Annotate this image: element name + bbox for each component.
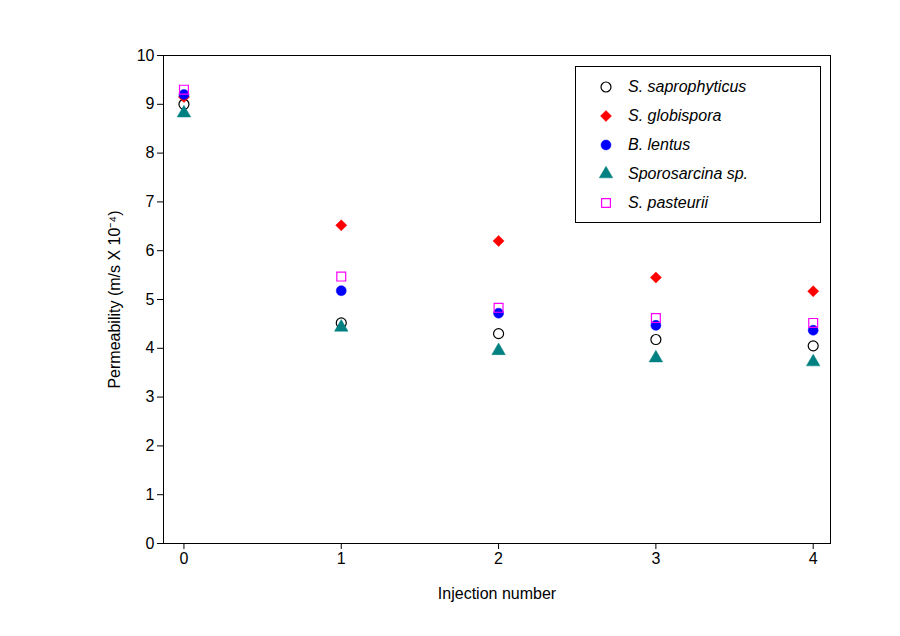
svg-text:7: 7: [146, 193, 155, 210]
html-text:S. globispora: S. globispora: [628, 106, 722, 124]
svg-text:9: 9: [146, 95, 155, 112]
svg-text:Injection number: Injection number: [438, 585, 557, 602]
svg-text:1: 1: [146, 486, 155, 503]
svg-text:Permeability (m/s X 10⁻⁴): Permeability (m/s X 10⁻⁴): [106, 210, 123, 388]
svg-text:10: 10: [137, 47, 155, 64]
svg-text:5: 5: [146, 291, 155, 308]
svg-text:3: 3: [651, 550, 660, 567]
html-text:Sporosarcina sp.: Sporosarcina sp.: [628, 164, 749, 182]
html-text:B. lentus: B. lentus: [628, 135, 691, 153]
svg-text:8: 8: [146, 144, 155, 161]
html-text:S. saprophyticus: S. saprophyticus: [628, 77, 747, 95]
svg-text:2: 2: [494, 550, 503, 567]
svg-text:0: 0: [179, 550, 188, 567]
svg-text:4: 4: [146, 339, 155, 356]
svg-text:1: 1: [337, 550, 346, 567]
svg-text:4: 4: [809, 550, 818, 567]
html-text:S. pasteurii: S. pasteurii: [628, 193, 708, 211]
svg-text:0: 0: [146, 535, 155, 552]
svg-text:2: 2: [146, 437, 155, 454]
svg-text:6: 6: [146, 242, 155, 259]
svg-text:3: 3: [146, 388, 155, 405]
